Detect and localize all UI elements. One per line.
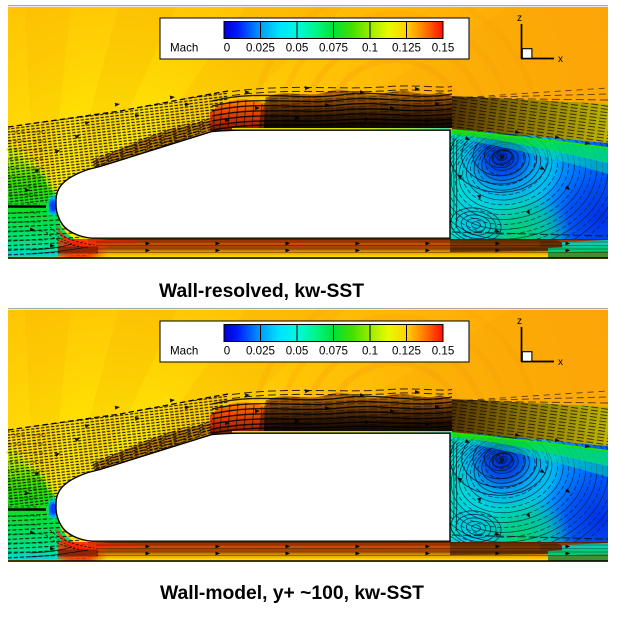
svg-text:0.15: 0.15 — [432, 42, 455, 55]
svg-text:x: x — [558, 54, 563, 65]
svg-text:z: z — [517, 13, 522, 24]
svg-text:0.1: 0.1 — [362, 42, 378, 55]
svg-text:0.075: 0.075 — [319, 42, 348, 55]
svg-text:Wall-model, y+ ~100, kw-SST: Wall-model, y+ ~100, kw-SST — [160, 583, 424, 604]
svg-text:0.05: 0.05 — [286, 42, 309, 55]
svg-text:0.025: 0.025 — [246, 42, 275, 55]
svg-text:0.125: 0.125 — [392, 42, 421, 55]
svg-text:Wall-resolved, kw-SST: Wall-resolved, kw-SST — [159, 281, 364, 302]
svg-text:Mach: Mach — [170, 42, 198, 55]
svg-text:0: 0 — [224, 42, 230, 55]
